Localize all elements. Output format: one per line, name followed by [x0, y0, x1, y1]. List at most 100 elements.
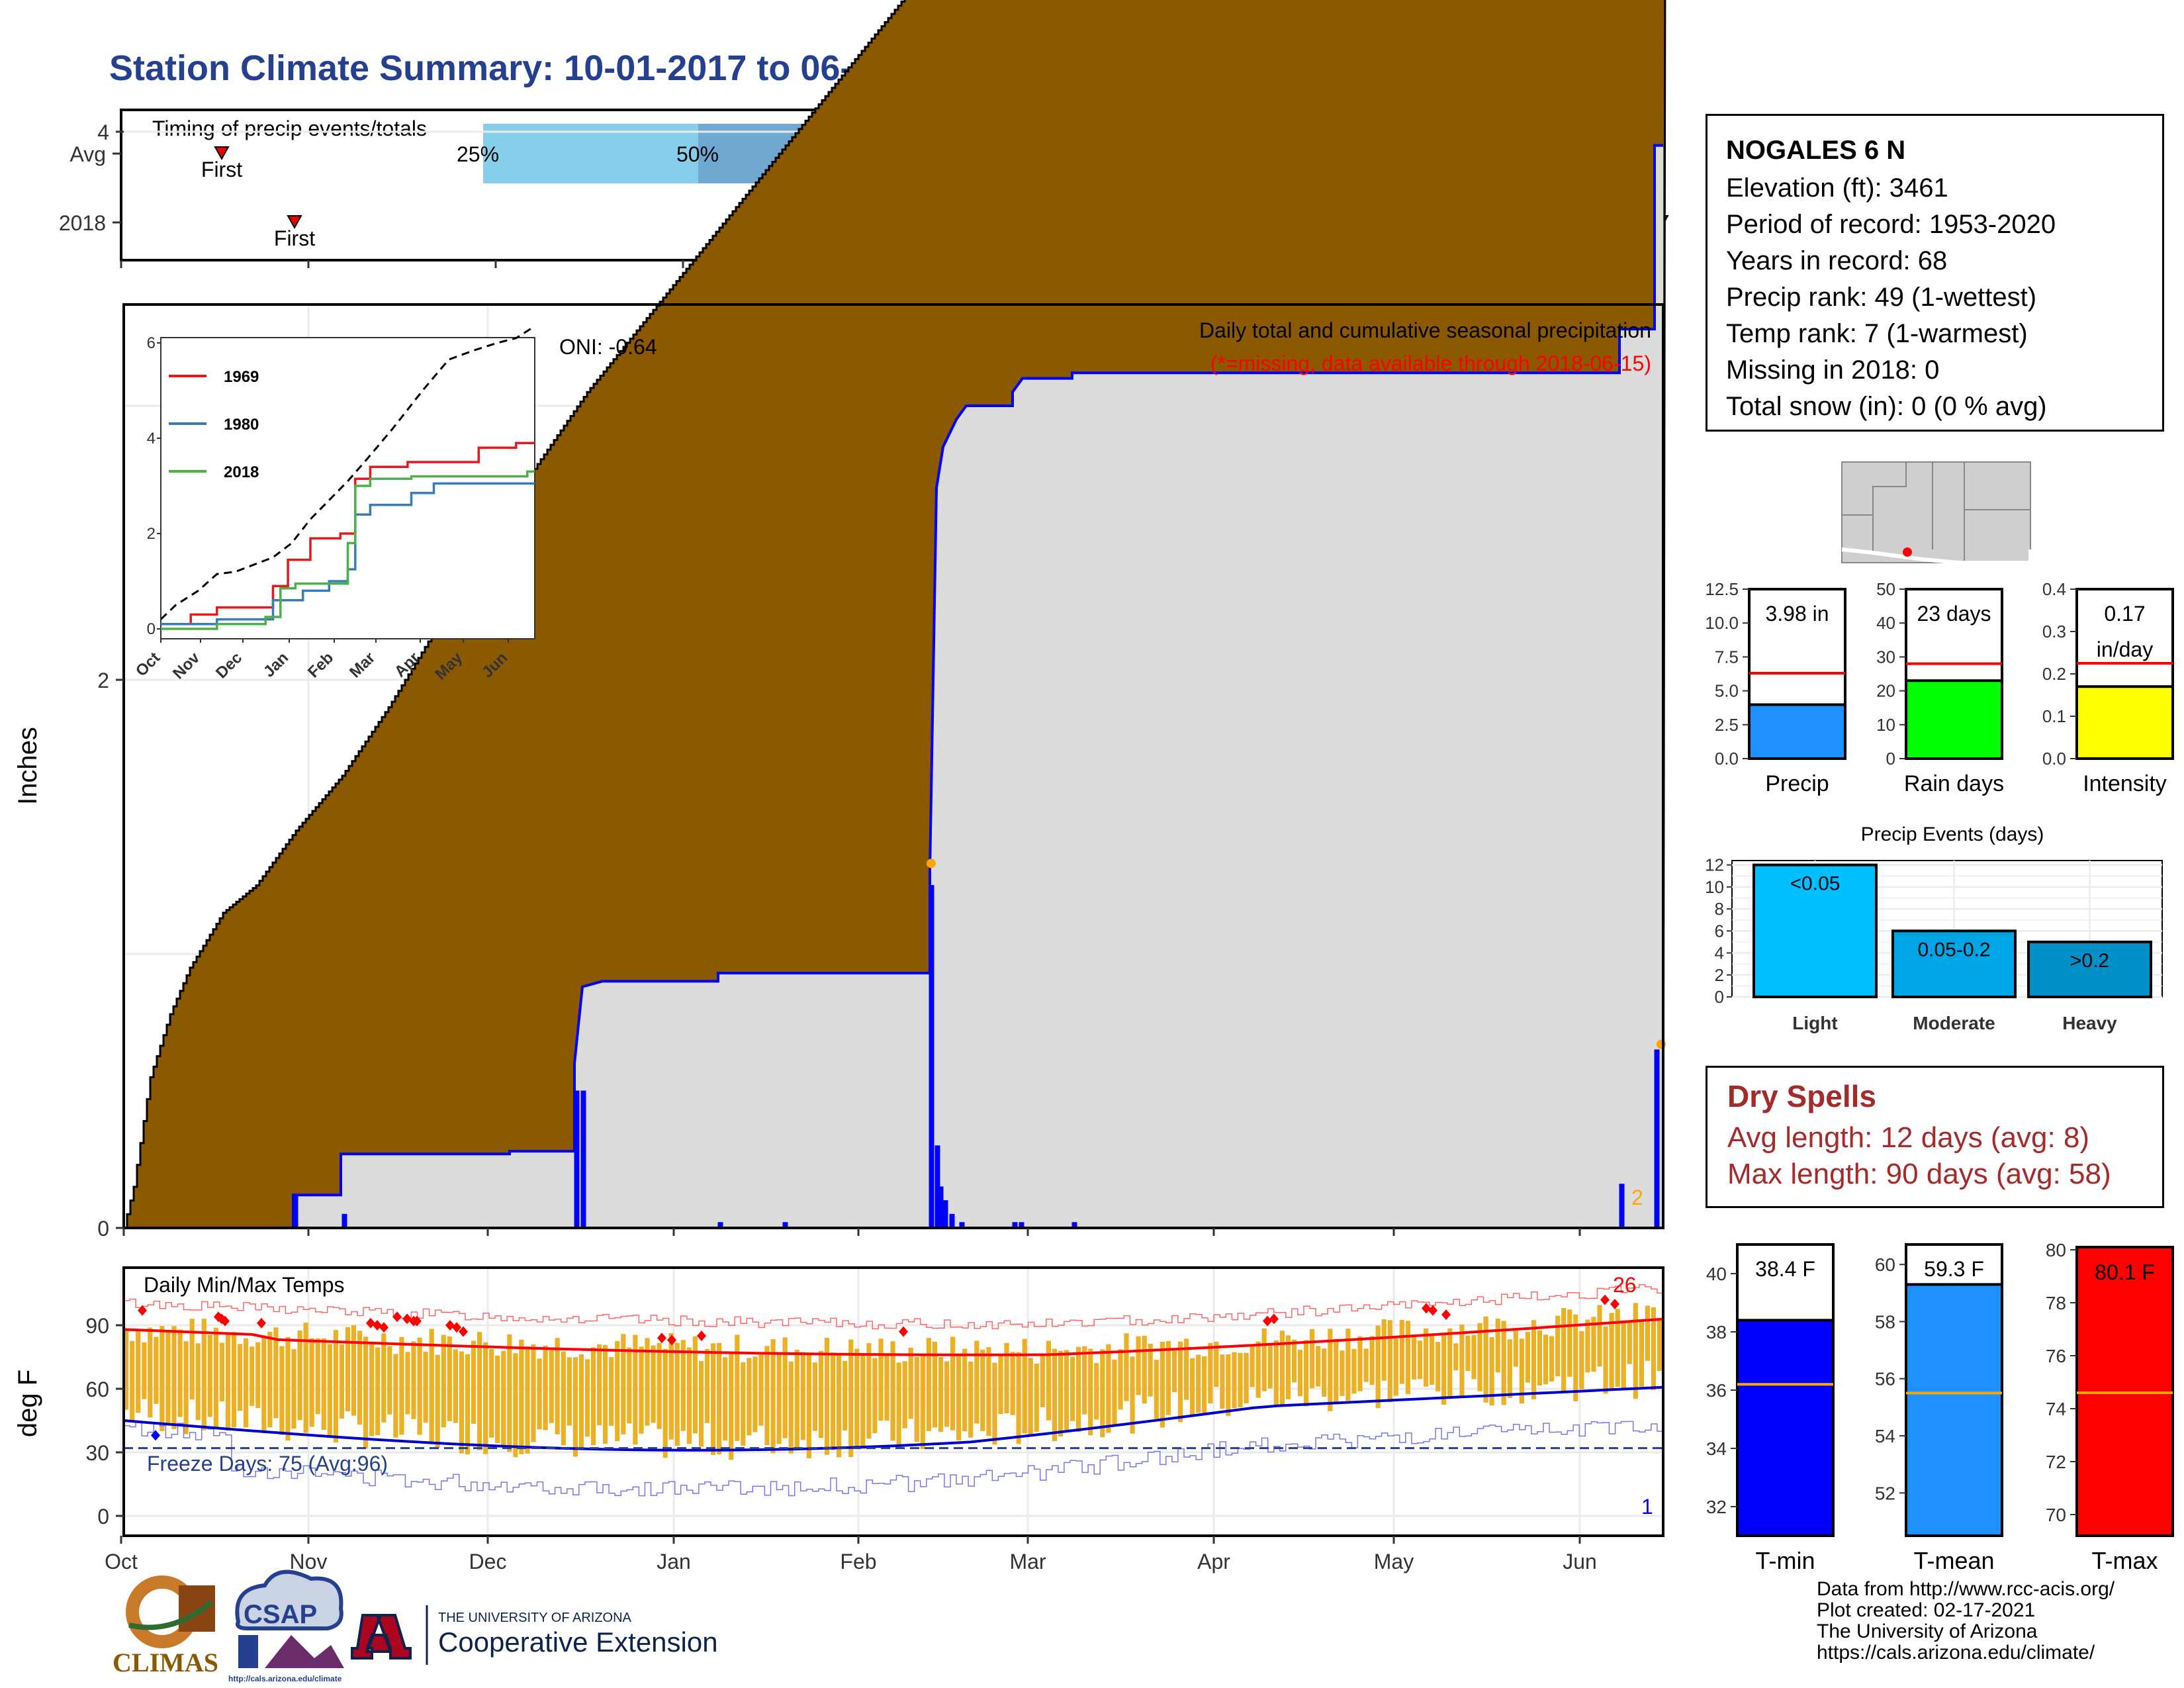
temp-bar-value-label: 80.1 F: [2095, 1260, 2155, 1284]
station-period: Period of record: 1953-2020: [1726, 210, 2056, 239]
mini-bar-frame: [2075, 588, 2174, 760]
q75-label: 75%: [953, 211, 995, 235]
y-tick-label: 10: [1876, 715, 1895, 735]
events-category-label: Heavy: [2062, 1013, 2117, 1033]
y-tick-label: 5.0: [1715, 681, 1739, 701]
q25-label: 25%: [457, 142, 499, 166]
station-years: Years in record: 68: [1726, 246, 1948, 275]
ua-extension: Cooperative Extension: [438, 1626, 718, 1658]
temp-bar-frame: [1905, 1243, 2003, 1537]
record-max-diamond: [445, 1320, 455, 1331]
station-info-box: NOGALES 6 N Elevation (ft): 3461 Period …: [1706, 114, 2164, 432]
inset-x-tick-label: Nov: [169, 649, 204, 683]
temp-bar-value-label: 38.4 F: [1755, 1257, 1815, 1281]
mini-bar-value: [2075, 685, 2174, 760]
y-tick-label: 60: [1875, 1254, 1895, 1275]
precip-caption: Daily total and cumulative seasonal prec…: [1199, 318, 1651, 342]
record-max-diamond: [1269, 1313, 1279, 1325]
temp-bar-value: [1905, 1283, 2003, 1538]
temp-bar-label: T-min: [1756, 1547, 1815, 1574]
csap-url: http://cals.arizona.edu/climate: [228, 1674, 342, 1683]
max-precip-dot: [1657, 1039, 1666, 1049]
credit-line: Plot created: 02-17-2021: [1817, 1599, 2036, 1621]
y-tick-label: 58: [1875, 1311, 1895, 1332]
dry-spells-avg: Avg length: 12 days (avg: 8): [1727, 1121, 2090, 1154]
record-min-line: [124, 1421, 1663, 1497]
y-tick-label: 34: [1706, 1438, 1727, 1459]
record-min-diamond: [151, 1430, 160, 1441]
daily-precip-bar: [1019, 1222, 1024, 1229]
record-max-diamond: [667, 1335, 676, 1346]
first-label: First: [201, 158, 242, 181]
inset-y-tick-label: 4: [147, 430, 156, 447]
timing-label: Timing of precip events/totals: [152, 117, 427, 140]
x-tick-label: May: [1374, 1550, 1414, 1573]
y-axis-label: Inches: [13, 727, 42, 805]
record-max-diamond: [220, 1315, 230, 1327]
y-tick-label: 10: [1705, 877, 1724, 897]
record-max-diamond: [452, 1322, 461, 1333]
climas-logo-text: CLIMAS: [113, 1648, 218, 1677]
y-tick-label: 52: [1875, 1483, 1895, 1503]
avg-cumulative-area: [124, 0, 1666, 1229]
daily-precip-bar: [959, 1222, 965, 1229]
daily-precip-bar: [782, 1222, 788, 1229]
record-max-diamond: [257, 1317, 266, 1329]
inset-avg-line: [159, 325, 535, 620]
freeze-days-label: Freeze Days: 75 (Avg:96): [147, 1452, 388, 1476]
y-tick-label: 36: [1706, 1380, 1727, 1401]
record-max-diamond: [138, 1305, 147, 1316]
x-tick-label: Mar: [1009, 1550, 1046, 1573]
events-title: Precip Events (days): [1861, 823, 2044, 845]
mini-bar-value: [1905, 679, 2003, 760]
daily-precip-bar: [580, 1090, 586, 1229]
daily-precip-bar: [934, 1145, 940, 1229]
y-tick-label: 56: [1875, 1369, 1895, 1389]
page-title: Station Climate Summary: 10-01-2017 to 0…: [109, 48, 1234, 88]
daily-precip-bar: [938, 1186, 944, 1229]
y-tick-label: 40: [1876, 613, 1895, 633]
credit-line: https://cals.arizona.edu/climate/: [1817, 1642, 2095, 1664]
y-tick-label: 0.1: [2042, 706, 2066, 726]
plot-background: [124, 305, 1663, 1228]
daily-precip-bar: [293, 1194, 298, 1229]
x-tick-label: Feb: [840, 1550, 876, 1573]
inset-series-line: [161, 442, 535, 626]
y-tick-label: 30: [1876, 647, 1895, 667]
first-marker: [214, 146, 230, 161]
station-snow: Total snow (in): 0 (0 % avg): [1726, 392, 2047, 421]
record-max-diamond: [1263, 1315, 1272, 1327]
record-max-diamond: [412, 1315, 422, 1327]
mini-bar-frame: [1905, 588, 2003, 760]
q75-label: 75%: [946, 142, 989, 166]
avg-min-line: [123, 1385, 1664, 1452]
climas-logo: CLIMAS: [113, 1575, 218, 1677]
x-tick-label: Jun: [1563, 1550, 1597, 1573]
daily-precip-bar: [942, 1200, 948, 1229]
y-tick-label: 20: [1876, 681, 1895, 701]
inset-x-tick-label: May: [432, 649, 467, 684]
daily-precip-bar: [1619, 1184, 1625, 1229]
first-marker: [287, 215, 302, 230]
dry-spells-max: Max length: 90 days (avg: 58): [1727, 1158, 2111, 1190]
x-tick-label: Apr: [1197, 1550, 1230, 1573]
y-tick-label: 54: [1875, 1426, 1895, 1446]
last-label: Last: [1448, 158, 1488, 181]
mini-bar-value: [1748, 703, 1846, 761]
events-bar: [1891, 929, 2017, 999]
y-tick-label: 4: [1715, 943, 1724, 963]
record-max-diamond: [657, 1333, 666, 1344]
mini-bar-value-label: in/day: [2097, 637, 2153, 661]
inset-x-tick-label: Jan: [260, 649, 292, 680]
events-bar-label: 0.05-0.2: [1917, 939, 1990, 961]
ua-logo: THE UNIVERSITY OF ARIZONA Cooperative Ex…: [351, 1605, 718, 1665]
inset-y-tick-label: 2: [147, 525, 156, 543]
y-tick-label: 2: [97, 669, 109, 692]
dry-spells-title: Dry Spells: [1727, 1079, 1876, 1113]
last-marker: [1653, 215, 1669, 230]
inset-y-tick-label: 0: [147, 620, 156, 638]
y-tick-label: 12.5: [1705, 579, 1739, 599]
locator-map: [1841, 461, 2031, 563]
record-max-diamond: [899, 1326, 908, 1337]
inset-y-tick-label: 6: [147, 334, 156, 352]
